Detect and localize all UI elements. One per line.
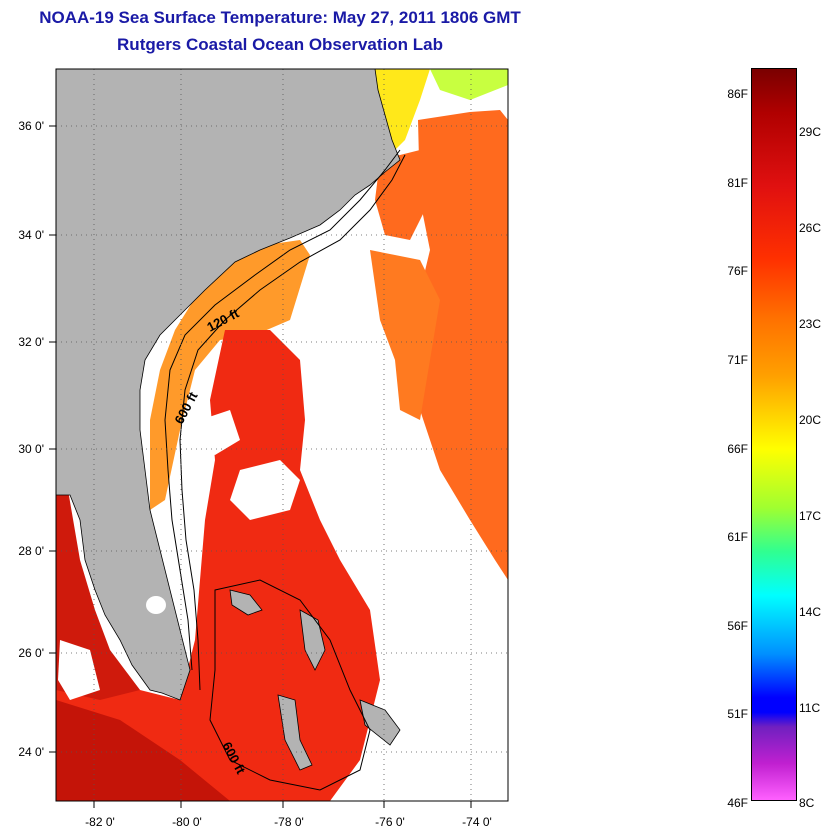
colorbar-c-label: 23C bbox=[799, 317, 822, 331]
colorbar-f-label: 51F bbox=[727, 707, 748, 721]
map-title: NOAA-19 Sea Surface Temperature: May 27,… bbox=[39, 8, 521, 27]
colorbar-c-label: 8C bbox=[799, 796, 815, 810]
lake-okeechobee bbox=[146, 596, 166, 614]
lat-label: 30 0' bbox=[18, 442, 44, 456]
axis-ticks bbox=[49, 125, 472, 808]
colorbar-f-label: 61F bbox=[727, 530, 748, 544]
lon-label: -80 0' bbox=[172, 815, 202, 829]
cloud-gap bbox=[58, 640, 100, 700]
colorbar-c-label: 11C bbox=[799, 701, 821, 715]
nearshore-cool-sst bbox=[430, 69, 508, 100]
graticule bbox=[56, 69, 508, 801]
colorbar-f-label: 56F bbox=[727, 619, 748, 633]
cloud-gap bbox=[230, 460, 300, 520]
lat-label: 28 0' bbox=[18, 544, 44, 558]
isobath-bahamas bbox=[209, 579, 371, 791]
lon-label: -78 0' bbox=[274, 815, 304, 829]
gulf-stream-core-sst bbox=[56, 330, 380, 801]
colorbar-f-label: 66F bbox=[727, 442, 748, 456]
isobath-600ft bbox=[179, 154, 406, 691]
lat-label: 32 0' bbox=[18, 335, 44, 349]
lat-label: 36 0' bbox=[18, 119, 44, 133]
map-subtitle: Rutgers Coastal Ocean Observation Lab bbox=[117, 35, 443, 54]
colorbar-c-label: 26C bbox=[799, 221, 822, 235]
lat-label: 24 0' bbox=[18, 745, 44, 759]
colorbar-f-label: 76F bbox=[727, 264, 748, 278]
lon-label: -82 0' bbox=[85, 815, 115, 829]
carolina-sst-patch bbox=[375, 150, 430, 240]
colorbar-f-label: 86F bbox=[727, 87, 748, 101]
lon-label: -76 0' bbox=[375, 815, 405, 829]
shelf-sst bbox=[150, 240, 310, 510]
map-frame bbox=[55, 68, 509, 802]
nearshore-cool-sst bbox=[372, 69, 430, 150]
land-southeast-us bbox=[56, 69, 401, 701]
bahamas-islands bbox=[359, 699, 401, 746]
bahamas-islands bbox=[229, 589, 263, 616]
colorbar-c-label: 14C bbox=[799, 605, 822, 619]
gulf-stream-offshore-sst bbox=[405, 110, 508, 580]
colorbar-f-label: 46F bbox=[727, 796, 748, 810]
lat-label: 34 0' bbox=[18, 228, 44, 242]
colorbar-f-label: 81F bbox=[727, 176, 748, 190]
isobath-120ft bbox=[164, 149, 401, 671]
colorbar-c-label: 17C bbox=[799, 509, 822, 523]
colorbar-f-label: 71F bbox=[727, 353, 748, 367]
colorbar-c-label: 20C bbox=[799, 413, 822, 427]
colorbar-c-label: 29C bbox=[799, 125, 822, 139]
temperature-colorbar bbox=[751, 68, 797, 801]
hot-core-sst bbox=[56, 700, 230, 801]
offshore-sst-patch bbox=[370, 250, 440, 420]
lat-label: 26 0' bbox=[18, 646, 44, 660]
cloud-gap bbox=[195, 410, 240, 455]
lon-label: -74 0' bbox=[462, 815, 492, 829]
bahamas-islands bbox=[277, 694, 313, 771]
sst-map: 120 ft 600 ft 600 ft 36 0' 34 0' 32 0' 3… bbox=[18, 68, 509, 829]
